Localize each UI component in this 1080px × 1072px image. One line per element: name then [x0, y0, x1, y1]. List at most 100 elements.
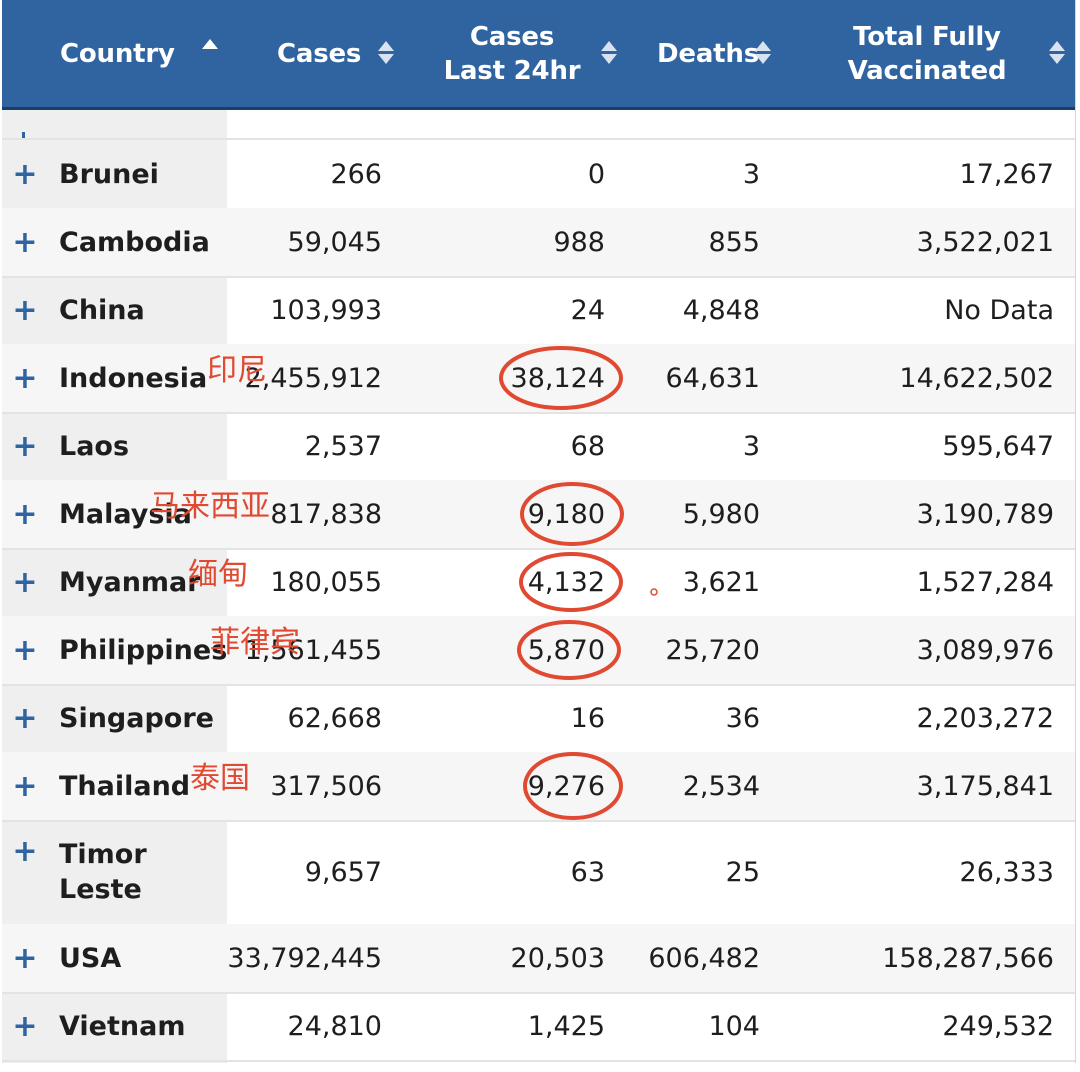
vaccinated-value: 249,532 — [942, 1010, 1054, 1042]
country-name: Philippines — [59, 634, 228, 666]
expand-row-button[interactable]: + — [12, 496, 38, 532]
sort-icon[interactable] — [377, 40, 395, 66]
table-row[interactable]: + Singapore 62,668 16 36 2,203,272 — [2, 684, 1075, 754]
cases-value: 24,810 — [287, 1010, 382, 1042]
deaths-value: 36 — [725, 702, 760, 734]
table-row[interactable]: + Timor Leste 9,657 63 25 26,333 — [2, 820, 1075, 926]
cases-value: 59,045 — [287, 226, 382, 258]
cases-last-24hr-value: 9,276 — [527, 770, 605, 802]
vaccinated-value: 26,333 — [959, 856, 1054, 888]
table-row[interactable]: + Philippines 1,561,455 5,870 25,720 3,089,97… — [2, 616, 1075, 686]
cases-last-24hr-value: 20,503 — [510, 942, 605, 974]
country-name: Malaysia — [59, 498, 192, 530]
country-name: Vietnam — [59, 1010, 186, 1042]
expand-row-button[interactable]: + — [12, 700, 38, 736]
cases-value: 9,657 — [304, 856, 382, 888]
header-country-label: Country — [60, 38, 175, 69]
header-cases-label: Cases — [277, 38, 362, 69]
table-header: Country Cases Cases Last 24hr Deaths Tot… — [2, 0, 1075, 110]
vaccinated-value: 158,287,566 — [882, 942, 1054, 974]
table-row[interactable]: + Myanmar 180,055 4,132 3,621 1,527,284 — [2, 548, 1075, 618]
country-name: Thailand — [59, 770, 191, 802]
vaccinated-value: 14,622,502 — [899, 362, 1054, 394]
cases-value: 2,537 — [304, 430, 382, 462]
header-deaths-label: Deaths — [657, 38, 759, 69]
cases-last-24hr-value: 5,870 — [527, 634, 605, 666]
partial-row — [2, 110, 1075, 140]
header-cases[interactable]: Cases — [277, 0, 407, 107]
deaths-value: 104 — [708, 1010, 760, 1042]
deaths-value: 25 — [725, 856, 760, 888]
vaccinated-value: 2,203,272 — [916, 702, 1054, 734]
cases-last-24hr-value: 63 — [570, 856, 605, 888]
deaths-value: 5,980 — [682, 498, 760, 530]
deaths-value: 64,631 — [665, 362, 760, 394]
country-name: China — [59, 294, 145, 326]
deaths-value: 3 — [742, 158, 760, 190]
cases-value: 2,455,912 — [244, 362, 382, 394]
cases-value: 317,506 — [270, 770, 382, 802]
sort-icon[interactable] — [1048, 40, 1066, 66]
table-row[interactable]: + China 103,993 24 4,848 No Data — [2, 276, 1075, 346]
cases-last-24hr-value: 68 — [570, 430, 605, 462]
vaccinated-value: 595,647 — [942, 430, 1054, 462]
table-row[interactable]: + Thailand 317,506 9,276 2,534 3,175,841 — [2, 752, 1075, 822]
cases-value: 266 — [330, 158, 382, 190]
sort-asc-icon[interactable] — [201, 38, 219, 64]
deaths-value: 25,720 — [665, 634, 760, 666]
header-total-fully-vaccinated[interactable]: Total Fully Vaccinated — [847, 0, 1007, 107]
vaccinated-value: 3,175,841 — [916, 770, 1054, 802]
expand-row-button[interactable]: + — [12, 428, 38, 464]
expand-row-button[interactable]: + — [12, 224, 38, 260]
header-vaccinated-label: Total Fully Vaccinated — [847, 21, 1007, 86]
vaccinated-value: No Data — [944, 294, 1054, 326]
header-deaths[interactable]: Deaths — [657, 0, 777, 107]
country-name: Brunei — [59, 158, 159, 190]
country-name: Singapore — [59, 702, 214, 734]
table-row[interactable]: + USA 33,792,445 20,503 606,482 158,287,566 — [2, 924, 1075, 994]
deaths-value: 2,534 — [682, 770, 760, 802]
table-row[interactable]: + Laos 2,537 68 3 595,647 — [2, 412, 1075, 482]
header-country[interactable]: Country — [60, 0, 250, 107]
cases-value: 1,561,455 — [244, 634, 382, 666]
vaccinated-value: 17,267 — [959, 158, 1054, 190]
deaths-value: 3 — [742, 430, 760, 462]
cases-value: 817,838 — [270, 498, 382, 530]
table-row[interactable]: + Cambodia 59,045 988 855 3,522,021 — [2, 208, 1075, 278]
vaccinated-value: 3,089,976 — [916, 634, 1054, 666]
table-row[interactable]: + Vietnam 24,810 1,425 104 249,532 — [2, 992, 1075, 1062]
cases-last-24hr-value: 1,425 — [527, 1010, 605, 1042]
sort-icon[interactable] — [600, 40, 618, 66]
table-row[interactable]: + Indonesia 2,455,912 38,124 64,631 14,622,50… — [2, 344, 1075, 414]
expand-row-button[interactable]: + — [12, 156, 38, 192]
header-cases-last-24hr[interactable]: Cases Last 24hr — [442, 0, 582, 107]
deaths-value: 3,621 — [682, 566, 760, 598]
cases-last-24hr-value: 38,124 — [510, 362, 605, 394]
expand-row-button[interactable]: + — [12, 1008, 38, 1044]
expand-row-button[interactable]: + — [12, 632, 38, 668]
table-row[interactable]: + Brunei 266 0 3 17,267 — [2, 140, 1075, 210]
country-name: Indonesia — [59, 362, 208, 394]
cases-value: 103,993 — [270, 294, 382, 326]
expand-row-button[interactable]: + — [12, 292, 38, 328]
cases-last-24hr-value: 988 — [553, 226, 605, 258]
country-name: Cambodia — [59, 226, 210, 258]
cases-last-24hr-value: 0 — [587, 158, 605, 190]
expand-row-button[interactable]: + — [12, 564, 38, 600]
expand-row-button[interactable]: + — [12, 360, 38, 396]
sort-icon[interactable] — [754, 40, 772, 66]
table-row[interactable]: + Malaysia 817,838 9,180 5,980 3,190,789 — [2, 480, 1075, 550]
expand-row-button[interactable]: + — [12, 940, 38, 976]
table-body: + Brunei 266 0 3 17,267 + Cambodia 59,045 988 855 3… — [2, 110, 1075, 1063]
cases-value: 62,668 — [287, 702, 382, 734]
country-name: USA — [59, 942, 122, 974]
expand-row-button[interactable]: + — [12, 768, 38, 804]
cases-last-24hr-value: 24 — [570, 294, 605, 326]
country-name: Timor Leste — [59, 839, 147, 905]
deaths-value: 4,848 — [682, 294, 760, 326]
vaccinated-value: 3,190,789 — [916, 498, 1054, 530]
expand-row-button[interactable]: + — [12, 834, 38, 869]
vaccinated-value: 1,527,284 — [916, 566, 1054, 598]
deaths-value: 855 — [708, 226, 760, 258]
